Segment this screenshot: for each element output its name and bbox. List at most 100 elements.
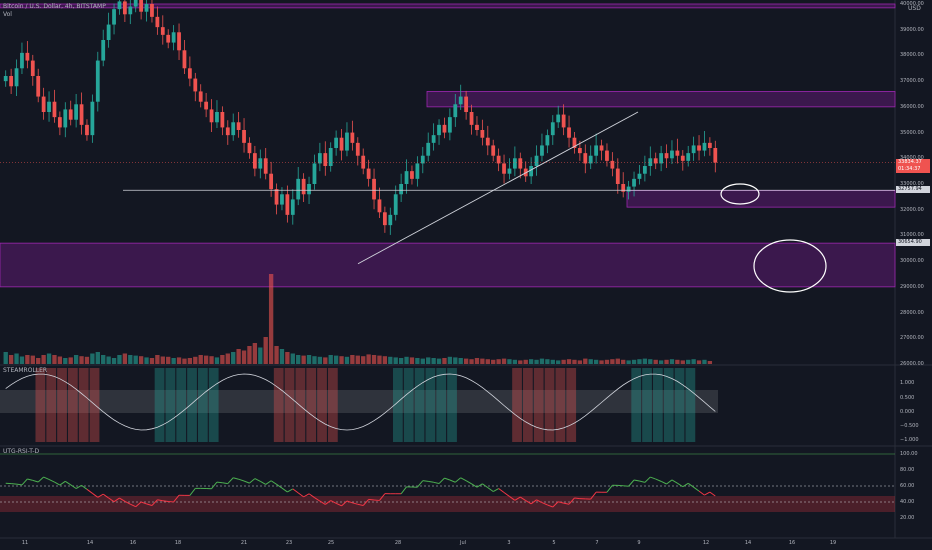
volume-bar [669, 359, 675, 364]
candle-body [410, 171, 414, 179]
rsi-line [54, 481, 61, 486]
candle-body [540, 145, 544, 156]
steamroller-bg [436, 368, 447, 442]
volume-bar [436, 358, 442, 364]
candle-body [453, 104, 458, 118]
rsi-line [536, 499, 543, 503]
candle-body [25, 52, 30, 61]
rsi-line [16, 483, 23, 486]
time-tick: 11 [21, 540, 29, 546]
rsi-line [416, 480, 424, 488]
price-tick: 29000.00 [900, 283, 924, 290]
price-tick: 36000.00 [900, 103, 924, 110]
volume-bar [68, 357, 73, 364]
rsi-line [37, 476, 44, 483]
candle-body [686, 153, 691, 161]
candle-body [361, 155, 366, 169]
candle-body [702, 142, 707, 151]
volume-bar [577, 360, 583, 364]
time-tick: 3 [507, 540, 511, 546]
price-tick: 27000.00 [900, 335, 924, 342]
candle-body [366, 168, 371, 179]
steamroller-bg [414, 368, 425, 442]
volume-bar [355, 355, 360, 364]
rsi-line [341, 500, 348, 507]
steamroller-bg [46, 368, 57, 442]
candle-body [220, 112, 225, 128]
candle-body [496, 155, 501, 164]
candle-body [615, 168, 620, 184]
highlight-circle [720, 183, 760, 205]
steamroller-line [5, 373, 716, 431]
rsi-line [297, 492, 304, 498]
candle-body [236, 122, 241, 130]
price-tick: 26000.00 [900, 361, 924, 367]
volume-bar [388, 356, 393, 364]
candle-body [355, 142, 360, 156]
time-tick: 18 [174, 540, 182, 546]
volume-bar [290, 353, 295, 364]
volume-bar [377, 355, 382, 364]
candle-body [52, 101, 57, 118]
volume-bar [512, 359, 518, 364]
time-tick: 5 [552, 540, 556, 546]
volume-bar [491, 359, 496, 364]
volume-bar [209, 356, 214, 364]
volume-bar [447, 356, 453, 364]
rsi-line [487, 487, 494, 492]
rsi-line [520, 496, 526, 501]
candle-body [691, 145, 696, 154]
steamroller-tick: 0.500 [900, 395, 915, 401]
rsi-line [454, 477, 462, 483]
rsi-line [11, 483, 17, 485]
price-tick: 30000.00 [900, 258, 924, 265]
rsi-line [530, 499, 537, 505]
steamroller-bg [533, 368, 544, 442]
volume-bar [296, 355, 301, 364]
candle-body [323, 153, 328, 166]
volume-bar [3, 352, 8, 364]
volume-bar [686, 359, 691, 364]
rsi-line [92, 492, 99, 498]
rsi-line [552, 501, 559, 508]
volume-bar [393, 357, 398, 364]
rsi-tick: 20.00 [900, 515, 915, 521]
volume-bar [458, 358, 463, 364]
candle-body [599, 145, 604, 151]
rsi-line [606, 484, 613, 493]
candle-body [447, 117, 452, 133]
rsi-line [628, 479, 635, 487]
volume-bar [480, 358, 485, 364]
rsi-line [265, 480, 272, 485]
rsi-line [211, 481, 218, 490]
candle-body [307, 184, 311, 195]
candle-body [79, 104, 84, 125]
rsi-line [48, 478, 55, 483]
candle-body [491, 145, 496, 156]
candle-body [122, 1, 127, 15]
time-tick: 14 [86, 540, 94, 546]
candle-body [512, 158, 517, 169]
volume-bar [599, 360, 604, 364]
rsi-line [146, 503, 153, 506]
rsi-line [243, 480, 250, 484]
volume-bar [485, 359, 490, 364]
candle-body [215, 112, 219, 123]
candle-body [106, 24, 111, 40]
candle-body [561, 114, 566, 128]
steamroller-bg [176, 368, 187, 442]
candle-body [442, 124, 447, 133]
candle-body [20, 52, 24, 69]
rsi-line [151, 499, 158, 506]
candle-body [193, 78, 198, 92]
time-tick: 21 [240, 540, 248, 546]
candle-body [290, 199, 295, 215]
steamroller-band [0, 390, 718, 413]
steamroller-bg [674, 368, 685, 442]
volume-bar [593, 359, 599, 364]
rsi-tick: 60.00 [900, 483, 915, 489]
rsi-line [558, 501, 564, 504]
candle-body [171, 32, 176, 43]
